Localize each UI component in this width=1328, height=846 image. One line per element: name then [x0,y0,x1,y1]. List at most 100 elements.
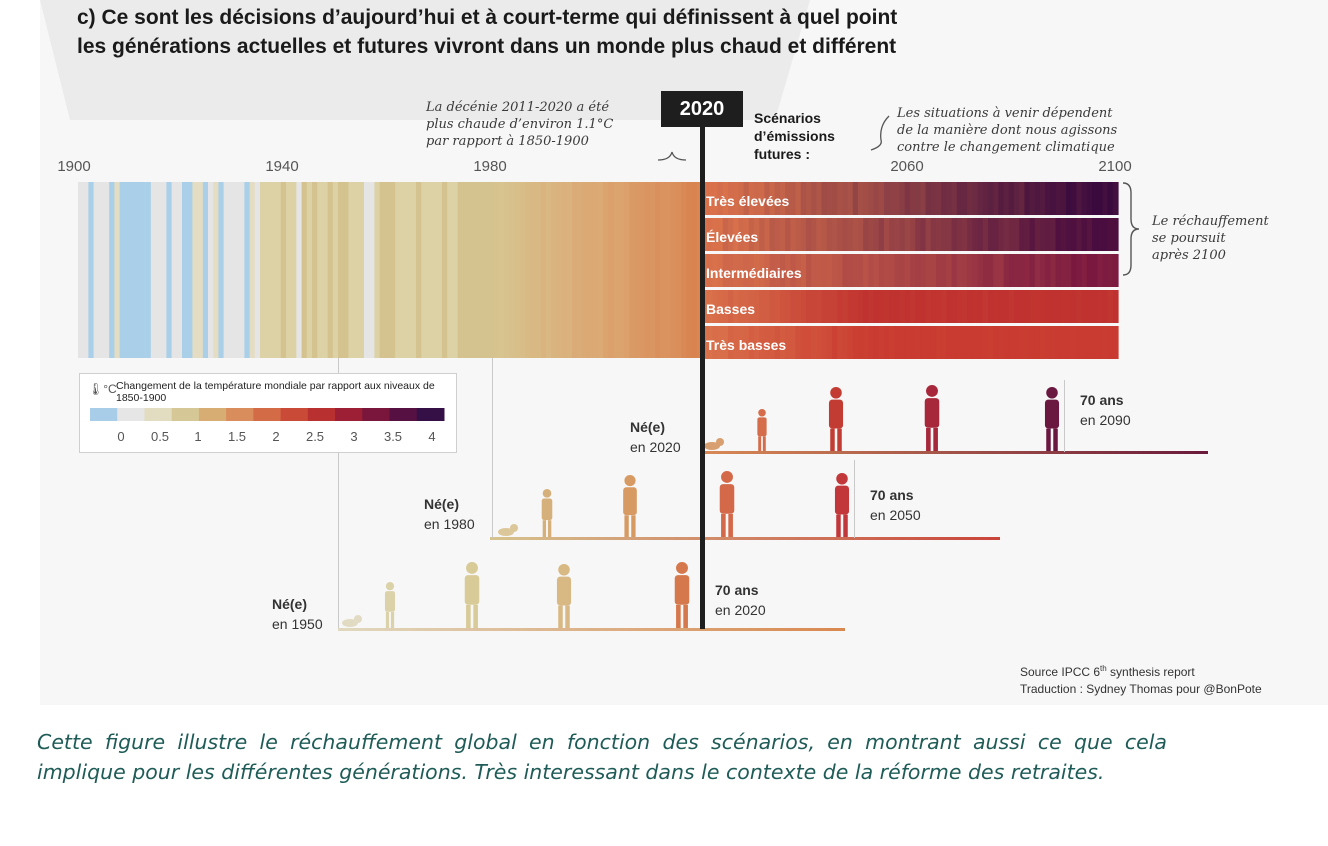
current-year-line [700,127,705,629]
scenario-stripe [868,218,875,251]
history-stripe [395,182,401,358]
scenario-stripe [899,326,906,359]
scenario-stripe [858,182,864,215]
history-stripe [598,182,604,358]
scenario-stripe [1050,218,1057,251]
scenario-stripe [1071,218,1077,251]
legend-unit: °C [103,382,117,396]
scenario-stripe [785,290,791,323]
scenario-stripe [748,182,755,215]
history-stripe [280,182,287,358]
scenario-stripe [769,254,776,287]
scenario-stripe [1086,182,1093,215]
scenario-stripe [915,290,921,323]
scenario-stripe [722,326,729,359]
history-stripe [213,182,219,358]
scenario-stripe [790,218,797,251]
scenario-stripe [998,290,1005,323]
history-stripe [379,182,386,358]
history-stripe [192,182,199,358]
scenario-stripe [925,290,932,323]
history-stripe [696,182,703,358]
scenario-stripe [1086,326,1093,359]
history-stripe [618,182,625,358]
scenario-stripe [1081,290,1088,323]
scenario-stripe [941,290,947,323]
scenario-stripe [1092,182,1098,215]
scenario-stripe [1050,182,1057,215]
scenario-stripe [717,326,724,359]
history-stripe [182,182,188,358]
scenario-stripe [790,182,797,215]
scenario-stripe [1008,254,1015,287]
scenario-stripe [951,326,958,359]
scenario-stripe [863,290,869,323]
scenario-stripe [707,182,713,215]
scenario-stripe [1019,182,1025,215]
situations-note-1: Les situations à venir dépendent [897,106,1113,121]
scenario-stripe [806,218,812,251]
scenario-stripe [1019,290,1025,323]
scenario-stripe [1066,326,1072,359]
scenario-stripe [889,254,895,287]
guide-line [492,358,493,538]
scenario-stripe [1024,326,1031,359]
scenario-stripe [774,254,781,287]
scenario-stripe [759,218,765,251]
warming-note-2: se poursuit [1152,231,1226,246]
scenario-stripe [878,290,885,323]
history-stripe [161,182,167,358]
scenario-stripe [759,182,765,215]
history-stripe [338,182,344,358]
scenario-stripe [977,326,984,359]
scenario-stripe [842,326,849,359]
scenario-stripe [738,290,745,323]
scenario-stripe [925,326,932,359]
scenario-stripe [993,182,999,215]
scenario-stripe [728,254,734,287]
scenario-stripe [754,218,760,251]
scenario-stripe [1014,182,1020,215]
tick-2060: 2060 [890,158,924,175]
scenario-stripe [852,290,859,323]
legend-tick: 2 [272,429,280,444]
scenario-stripe [1081,254,1088,287]
legend-tick: 0 [117,429,125,444]
history-stripe [561,182,568,358]
child-1980-icon [541,489,553,537]
scenario-stripe [1050,326,1057,359]
scenario-stripe [1003,326,1010,359]
scenario-stripe [1071,326,1077,359]
scenario-stripe [873,218,880,251]
scenario-stripe [1045,326,1051,359]
scenario-stripe [1092,218,1098,251]
scenario-stripe [738,254,745,287]
scenario-stripe [826,254,833,287]
scenario-stripe [1029,326,1036,359]
scenario-stripe [904,290,911,323]
scenario-stripe [1107,326,1114,359]
legend-tick: 3.5 [383,429,403,444]
scenario-stripe [878,218,885,251]
history-stripe [421,182,427,358]
scenario-stripe [1019,254,1025,287]
scenario-stripe [816,182,823,215]
adult2-1950-icon [556,564,572,628]
legend-swatch [416,408,445,421]
scenario-stripe [977,218,984,251]
scenario-stripe [873,290,880,323]
history-stripe [468,182,474,358]
legend-swatch [362,408,391,421]
scenario-stripe [915,326,921,359]
scenario-stripe [1071,254,1077,287]
scenario-stripe [1081,326,1088,359]
scenario-stripe [780,254,786,287]
scenario-stripe [993,254,999,287]
scenario-stripe [1112,326,1119,359]
history-stripe [644,182,651,358]
scenario-stripe [1055,290,1062,323]
scenario-stripe [1014,326,1020,359]
history-stripe [296,182,303,358]
history-stripe [416,182,422,358]
scenario-stripe [1066,290,1072,323]
